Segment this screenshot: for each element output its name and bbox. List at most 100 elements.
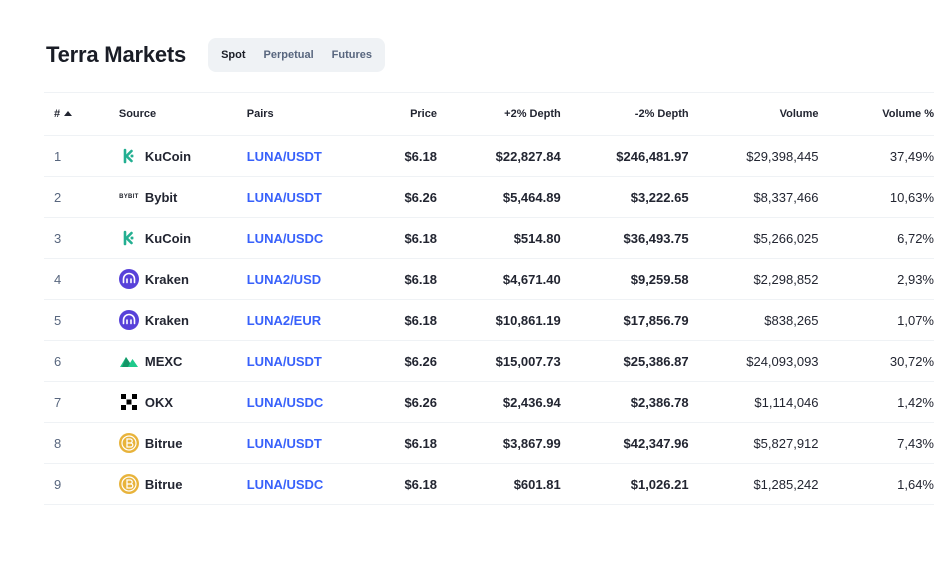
table-header-row: # Source Pairs Price +2% Depth -2% Depth… <box>44 92 934 136</box>
source-cell[interactable]: Bitrue <box>118 463 247 505</box>
pair-link[interactable]: LUNA/USDC <box>246 476 324 492</box>
kraken-logo-icon <box>118 310 139 330</box>
source-cell[interactable]: OKX <box>118 381 247 423</box>
minus-depth-cell: $25,386.87 <box>560 340 689 382</box>
rank-cell: 1 <box>44 135 119 177</box>
pair-cell: LUNA/USDC <box>246 381 351 423</box>
table-row[interactable]: 3 KuCoin LUNA/USDC $6.18 $514.80 $36,493.75 $5… <box>44 217 934 259</box>
exchange-name: KuCoin <box>144 230 192 246</box>
column-header-pairs[interactable]: Pairs <box>246 92 351 136</box>
plus-depth-cell: $22,827.84 <box>436 135 561 177</box>
pair-cell: LUNA2/USD <box>246 258 351 300</box>
column-header-volume[interactable]: Volume <box>688 92 819 136</box>
tab-spot[interactable]: Spot <box>221 49 246 61</box>
sort-ascending-icon <box>64 111 73 116</box>
volume-cell: $5,827,912 <box>688 422 819 464</box>
volume-percent-cell: 37,49% <box>818 135 934 177</box>
volume-percent-cell: 6,72% <box>818 217 934 259</box>
pair-cell: LUNA/USDT <box>246 135 351 177</box>
pair-link[interactable]: LUNA/USDT <box>246 353 322 369</box>
price-cell: $6.18 <box>350 422 437 464</box>
exchange-name: KuCoin <box>144 148 192 164</box>
price-cell: $6.18 <box>350 135 437 177</box>
pair-link[interactable]: LUNA2/USD <box>246 271 322 287</box>
volume-cell: $8,337,466 <box>688 176 819 218</box>
column-header-volume-percent[interactable]: Volume % <box>818 92 934 136</box>
kraken-logo-icon <box>118 269 139 289</box>
volume-cell: $838,265 <box>688 299 819 341</box>
price-cell: $6.18 <box>350 299 437 341</box>
pair-cell: LUNA/USDT <box>246 340 351 382</box>
pair-link[interactable]: LUNA2/EUR <box>246 312 322 328</box>
volume-percent-cell: 10,63% <box>818 176 934 218</box>
volume-cell: $1,114,046 <box>688 381 819 423</box>
source-cell[interactable]: MEXC <box>118 340 247 382</box>
volume-percent-cell: 1,64% <box>818 463 934 505</box>
minus-depth-cell: $42,347.96 <box>560 422 689 464</box>
volume-cell: $2,298,852 <box>688 258 819 300</box>
pair-cell: LUNA/USDC <box>246 217 351 259</box>
volume-percent-cell: 1,07% <box>818 299 934 341</box>
plus-depth-cell: $10,861.19 <box>436 299 561 341</box>
rank-cell: 9 <box>44 463 119 505</box>
bitrue-logo-icon <box>118 474 139 494</box>
minus-depth-cell: $1,026.21 <box>560 463 689 505</box>
table-row[interactable]: 7 OKX LUNA/USDC $6.26 $2,436.94 $2,386.78 $1,1… <box>44 381 934 423</box>
rank-cell: 6 <box>44 340 119 382</box>
plus-depth-cell: $2,436.94 <box>436 381 561 423</box>
market-type-tabs: Spot Perpetual Futures <box>208 38 386 72</box>
minus-depth-cell: $36,493.75 <box>560 217 689 259</box>
exchange-name: Bitrue <box>144 435 183 451</box>
volume-percent-cell: 2,93% <box>818 258 934 300</box>
volume-percent-cell: 1,42% <box>818 381 934 423</box>
minus-depth-cell: $2,386.78 <box>560 381 689 423</box>
bybit-logo-icon: BYBIT <box>119 194 139 200</box>
volume-percent-cell: 7,43% <box>818 422 934 464</box>
plus-depth-cell: $5,464.89 <box>436 176 561 218</box>
rank-cell: 5 <box>44 299 119 341</box>
table-row[interactable]: 4 Kraken LUNA2/USD $6.18 $4,671.40 $9,259.58 $… <box>44 258 934 300</box>
column-header-minus-depth[interactable]: -2% Depth <box>560 92 689 136</box>
tab-perpetual[interactable]: Perpetual <box>263 49 314 61</box>
table-row[interactable]: 8 Bitrue LUNA/USDT $6.18 $3,867.99 $42,347.96… <box>44 422 934 464</box>
minus-depth-cell: $9,259.58 <box>560 258 689 300</box>
source-cell[interactable]: BYBIT Bybit <box>118 176 247 218</box>
table-row[interactable]: 5 Kraken LUNA2/EUR $6.18 $10,861.19 $17,856.7… <box>44 299 934 341</box>
rank-cell: 7 <box>44 381 119 423</box>
plus-depth-cell: $601.81 <box>436 463 561 505</box>
column-header-plus-depth[interactable]: +2% Depth <box>436 92 561 136</box>
source-cell[interactable]: KuCoin <box>118 135 247 177</box>
column-header-rank[interactable]: # <box>44 92 119 136</box>
pair-link[interactable]: LUNA/USDC <box>246 394 324 410</box>
price-cell: $6.18 <box>350 217 437 259</box>
pair-link[interactable]: LUNA/USDT <box>246 435 322 451</box>
rank-cell: 4 <box>44 258 119 300</box>
minus-depth-cell: $246,481.97 <box>560 135 689 177</box>
pair-link[interactable]: LUNA/USDT <box>246 189 322 205</box>
column-header-source[interactable]: Source <box>118 92 247 136</box>
source-cell[interactable]: Bitrue <box>118 422 247 464</box>
column-header-price[interactable]: Price <box>350 92 437 136</box>
minus-depth-cell: $17,856.79 <box>560 299 689 341</box>
volume-cell: $5,266,025 <box>688 217 819 259</box>
kucoin-logo-icon <box>119 228 139 248</box>
exchange-name: Bitrue <box>144 476 183 492</box>
pair-link[interactable]: LUNA/USDC <box>246 230 324 246</box>
exchange-name: Kraken <box>144 312 189 328</box>
plus-depth-cell: $4,671.40 <box>436 258 561 300</box>
pair-link[interactable]: LUNA/USDT <box>246 148 322 164</box>
pair-cell: LUNA/USDT <box>246 176 351 218</box>
rank-cell: 3 <box>44 217 119 259</box>
table-row[interactable]: 1 KuCoin LUNA/USDT $6.18 $22,827.84 $246,481.… <box>44 135 934 177</box>
table-row[interactable]: 6 MEXC LUNA/USDT $6.26 $15,007.73 $25,386.87 $… <box>44 340 934 382</box>
source-cell[interactable]: Kraken <box>118 258 247 300</box>
source-cell[interactable]: Kraken <box>118 299 247 341</box>
plus-depth-cell: $3,867.99 <box>436 422 561 464</box>
plus-depth-cell: $15,007.73 <box>436 340 561 382</box>
tab-futures[interactable]: Futures <box>331 49 373 61</box>
price-cell: $6.26 <box>350 176 437 218</box>
table-row[interactable]: 9 Bitrue LUNA/USDC $6.18 $601.81 $1,026.21 $1,… <box>44 463 934 505</box>
table-row[interactable]: 2 BYBIT Bybit LUNA/USDT $6.26 $5,464.89 $3,222… <box>44 176 934 218</box>
price-cell: $6.18 <box>350 463 437 505</box>
source-cell[interactable]: KuCoin <box>118 217 247 259</box>
